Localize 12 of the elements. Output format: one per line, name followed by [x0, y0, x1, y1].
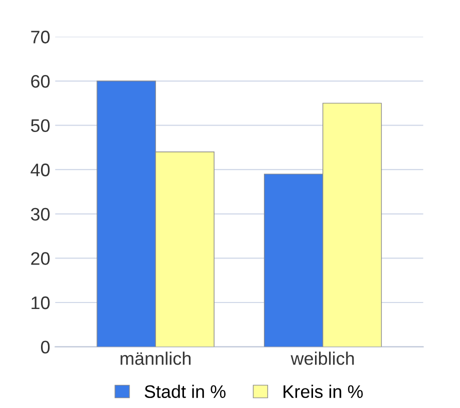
y-tick-label: 40 [30, 164, 50, 176]
y-tick-label: 10 [32, 296, 50, 310]
y-tick-label: 30 [30, 208, 50, 221]
y-tick-label: 60 [31, 74, 50, 88]
legend-label: Kreis in % [284, 384, 363, 398]
y-tick-label: 70 [31, 30, 50, 44]
y-tick-label: 20 [31, 252, 50, 265]
y-tick-label: 0 [41, 340, 50, 354]
y-tick-label: 50 [30, 119, 50, 132]
legend-label: Stadt in % [144, 384, 226, 398]
x-tick-label: männlich [120, 352, 191, 365]
x-tick-label: weiblich [290, 352, 354, 365]
